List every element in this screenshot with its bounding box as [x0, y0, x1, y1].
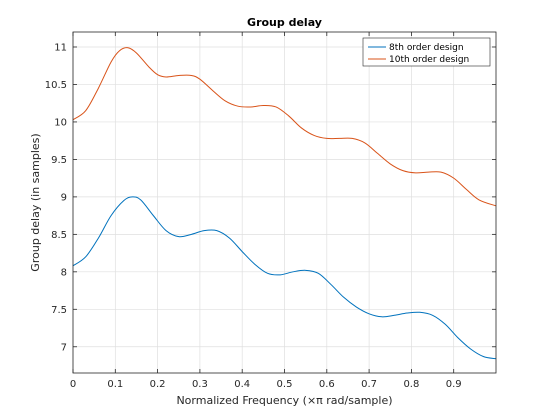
series-line-10th-order: [72, 47, 497, 207]
y-tick-label: 7.5: [51, 305, 67, 316]
y-tick-label: 8: [61, 267, 67, 278]
legend-label-8th-order: 8th order design: [389, 43, 464, 53]
y-tick-label: 9: [61, 192, 67, 203]
series-line-8th-order: [72, 196, 497, 360]
x-tick-label: 0.5: [277, 379, 293, 390]
legend-label-10th-order: 10th order design: [389, 55, 469, 65]
y-tick-label: 9.5: [51, 155, 67, 166]
x-tick-label: 0.1: [107, 379, 123, 390]
chart-title: Group delay: [247, 16, 322, 29]
x-tick-label: 0.4: [234, 379, 250, 390]
series-lines: [72, 47, 497, 360]
y-tick-label: 8.5: [51, 230, 67, 241]
x-tick-label: 0.9: [446, 379, 462, 390]
x-tick-label: 0.6: [319, 379, 335, 390]
grid: [72, 32, 496, 373]
legend-box: [362, 37, 491, 67]
x-tick-label: 0.8: [403, 379, 419, 390]
y-tick-label: 10: [54, 117, 67, 128]
x-axis-label: Normalized Frequency (×π rad/sample): [176, 394, 392, 407]
y-tick-label: 11: [54, 42, 67, 53]
ticks: 0 0.1 0.2 0.3 0.4 0.5 0.6 0.7 0.8 0.9 7 7.5 8 8.5 9 9.5…: [45, 32, 496, 390]
x-tick-label: 0: [70, 379, 76, 390]
y-axis-label: Group delay (in samples): [29, 133, 42, 271]
legend: 8th order design 10th order design: [362, 37, 491, 67]
x-tick-label: 0.3: [192, 379, 208, 390]
x-tick-label: 0.2: [150, 379, 166, 390]
y-tick-label: 10.5: [45, 80, 67, 91]
y-tick-label: 7: [61, 342, 67, 353]
x-tick-label: 0.7: [361, 379, 377, 390]
